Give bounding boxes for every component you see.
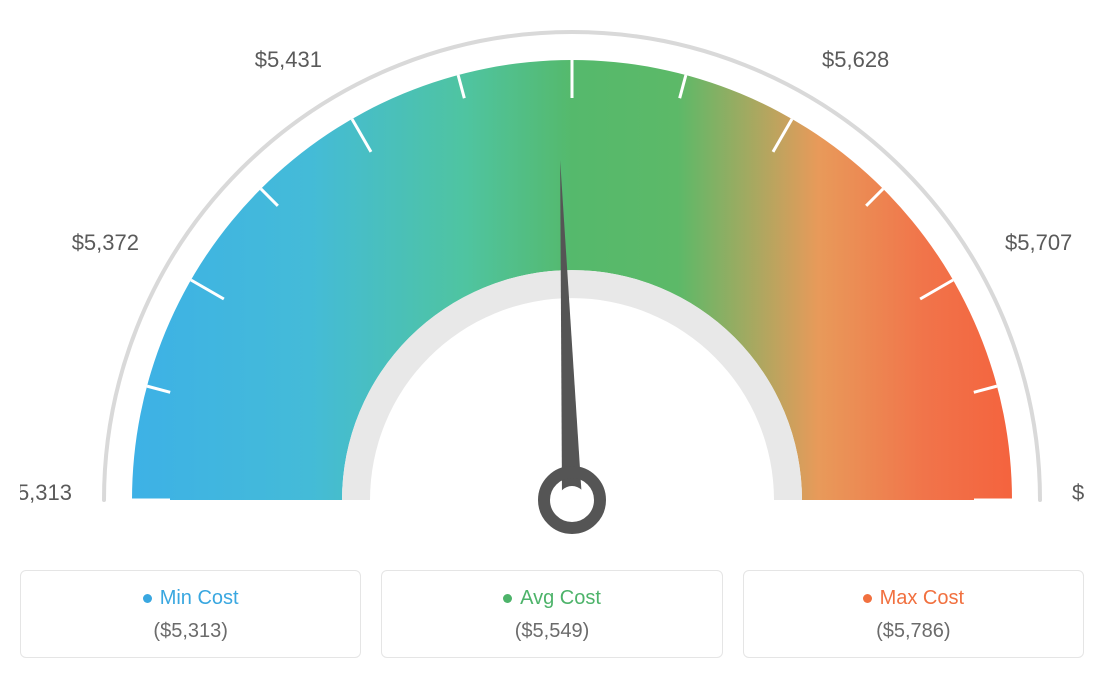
gauge-chart: $5,313$5,372$5,431$5,549$5,628$5,707$5,7… bbox=[20, 20, 1084, 560]
dot-icon bbox=[863, 594, 872, 603]
legend-row: Min Cost ($5,313) Avg Cost ($5,549) Max … bbox=[20, 570, 1084, 658]
legend-card-max: Max Cost ($5,786) bbox=[743, 570, 1084, 658]
svg-text:$5,431: $5,431 bbox=[255, 47, 322, 72]
legend-label-text: Min Cost bbox=[160, 587, 239, 610]
svg-text:$5,786: $5,786 bbox=[1072, 480, 1084, 505]
dot-icon bbox=[503, 594, 512, 603]
svg-text:$5,628: $5,628 bbox=[822, 47, 889, 72]
svg-text:$5,707: $5,707 bbox=[1005, 230, 1072, 255]
legend-value-min: ($5,313) bbox=[21, 620, 360, 643]
legend-card-min: Min Cost ($5,313) bbox=[20, 570, 361, 658]
legend-label-max: Max Cost bbox=[863, 587, 964, 610]
legend-label-min: Min Cost bbox=[143, 587, 239, 610]
legend-label-text: Max Cost bbox=[880, 587, 964, 610]
legend-value-avg: ($5,549) bbox=[382, 620, 721, 643]
chart-container: $5,313$5,372$5,431$5,549$5,628$5,707$5,7… bbox=[20, 20, 1084, 658]
legend-value-max: ($5,786) bbox=[744, 620, 1083, 643]
dot-icon bbox=[143, 594, 152, 603]
svg-text:$5,372: $5,372 bbox=[72, 230, 139, 255]
legend-label-avg: Avg Cost bbox=[503, 587, 601, 610]
svg-text:$5,313: $5,313 bbox=[20, 480, 72, 505]
legend-card-avg: Avg Cost ($5,549) bbox=[381, 570, 722, 658]
legend-label-text: Avg Cost bbox=[520, 587, 601, 610]
